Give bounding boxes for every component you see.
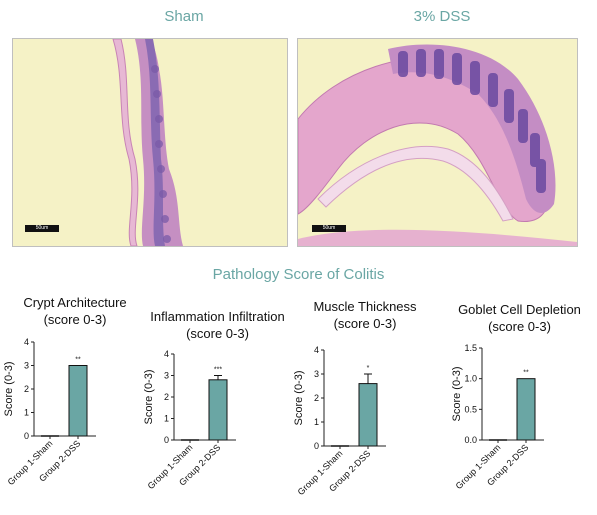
y-tick-label: 3 bbox=[314, 369, 319, 379]
y-tick-label: 2 bbox=[164, 392, 169, 402]
y-tick-label: 0 bbox=[164, 435, 169, 445]
dss-micrograph: 50um bbox=[297, 38, 578, 247]
y-tick-label: 1 bbox=[24, 408, 29, 418]
y-tick-label: 1.0 bbox=[464, 374, 477, 384]
dss-scalebar: 50um bbox=[312, 225, 346, 232]
y-tick-label: 1 bbox=[314, 417, 319, 427]
y-tick-label: 3 bbox=[164, 371, 169, 381]
y-tick-label: 0 bbox=[24, 431, 29, 441]
chart-title: Muscle Thickness (score 0-3) bbox=[290, 298, 440, 332]
chart-title-line-1: Muscle Thickness bbox=[313, 299, 417, 314]
y-tick-label: 0.0 bbox=[464, 435, 477, 445]
chart-title-line-1: Inflammation Infiltration bbox=[150, 309, 285, 324]
y-tick-label: 0 bbox=[314, 441, 319, 451]
sham-scalebar: 50um bbox=[25, 225, 59, 232]
y-tick-label: 3 bbox=[24, 361, 29, 371]
significance-label: ** bbox=[523, 370, 529, 377]
y-tick-label: 2 bbox=[24, 384, 29, 394]
y-tick-label: 4 bbox=[24, 337, 29, 347]
section-title: Pathology Score of Colitis bbox=[212, 266, 385, 283]
goblet-cell-depletion-chart: Goblet Cell Depletion (score 0-3) 0.0 0.5… bbox=[442, 292, 597, 504]
y-tick-label: 2 bbox=[314, 393, 319, 403]
significance-label: *** bbox=[214, 367, 222, 374]
chart-title-line-1: Goblet Cell Depletion bbox=[458, 302, 581, 317]
y-axis-label: Score (0-3) bbox=[3, 361, 15, 416]
dss-tissue-drawing bbox=[298, 39, 577, 246]
chart-title-line-2: (score 0-3) bbox=[43, 312, 107, 327]
chart-title-line-2: (score 0-3) bbox=[186, 326, 249, 341]
chart-title: Crypt Architecture (score 0-3) bbox=[0, 294, 150, 328]
bar bbox=[68, 365, 88, 437]
chart-title-line-2: (score 0-3) bbox=[333, 316, 397, 331]
y-tick-label: 4 bbox=[164, 349, 169, 359]
bar bbox=[208, 379, 228, 441]
y-tick-label: 0.5 bbox=[464, 404, 477, 414]
chart-title-line-1: Crypt Architecture bbox=[23, 295, 127, 310]
y-axis-label: Score (0-3) bbox=[451, 366, 463, 421]
sham-title: Sham bbox=[164, 8, 204, 25]
chart-title: Inflammation Infiltration (score 0-3) bbox=[140, 308, 295, 342]
sham-tissue-drawing bbox=[13, 39, 287, 246]
y-tick-label: 1.5 bbox=[464, 343, 477, 353]
y-axis-label: Score (0-3) bbox=[143, 369, 155, 424]
crypt-architecture-chart: Crypt Architecture (score 0-3) 0 1 2 3 4 Scor… bbox=[0, 292, 150, 504]
dss-title: 3% DSS bbox=[413, 8, 471, 25]
significance-label: * bbox=[367, 365, 370, 372]
inflammation-infiltration-chart: Inflammation Infiltration (score 0-3) 0 1… bbox=[140, 292, 295, 504]
bar bbox=[516, 378, 536, 441]
sham-micrograph: 50um bbox=[12, 38, 288, 247]
bar bbox=[358, 383, 378, 447]
chart-title: Goblet Cell Depletion (score 0-3) bbox=[442, 301, 597, 335]
significance-label: ** bbox=[75, 357, 81, 364]
y-axis-label: Score (0-3) bbox=[293, 370, 305, 425]
chart-title-line-2: (score 0-3) bbox=[488, 319, 551, 334]
muscle-thickness-chart: Muscle Thickness (score 0-3) 0 1 2 3 4 Score … bbox=[290, 292, 440, 510]
y-tick-label: 4 bbox=[314, 345, 319, 355]
y-tick-label: 1 bbox=[164, 414, 169, 424]
